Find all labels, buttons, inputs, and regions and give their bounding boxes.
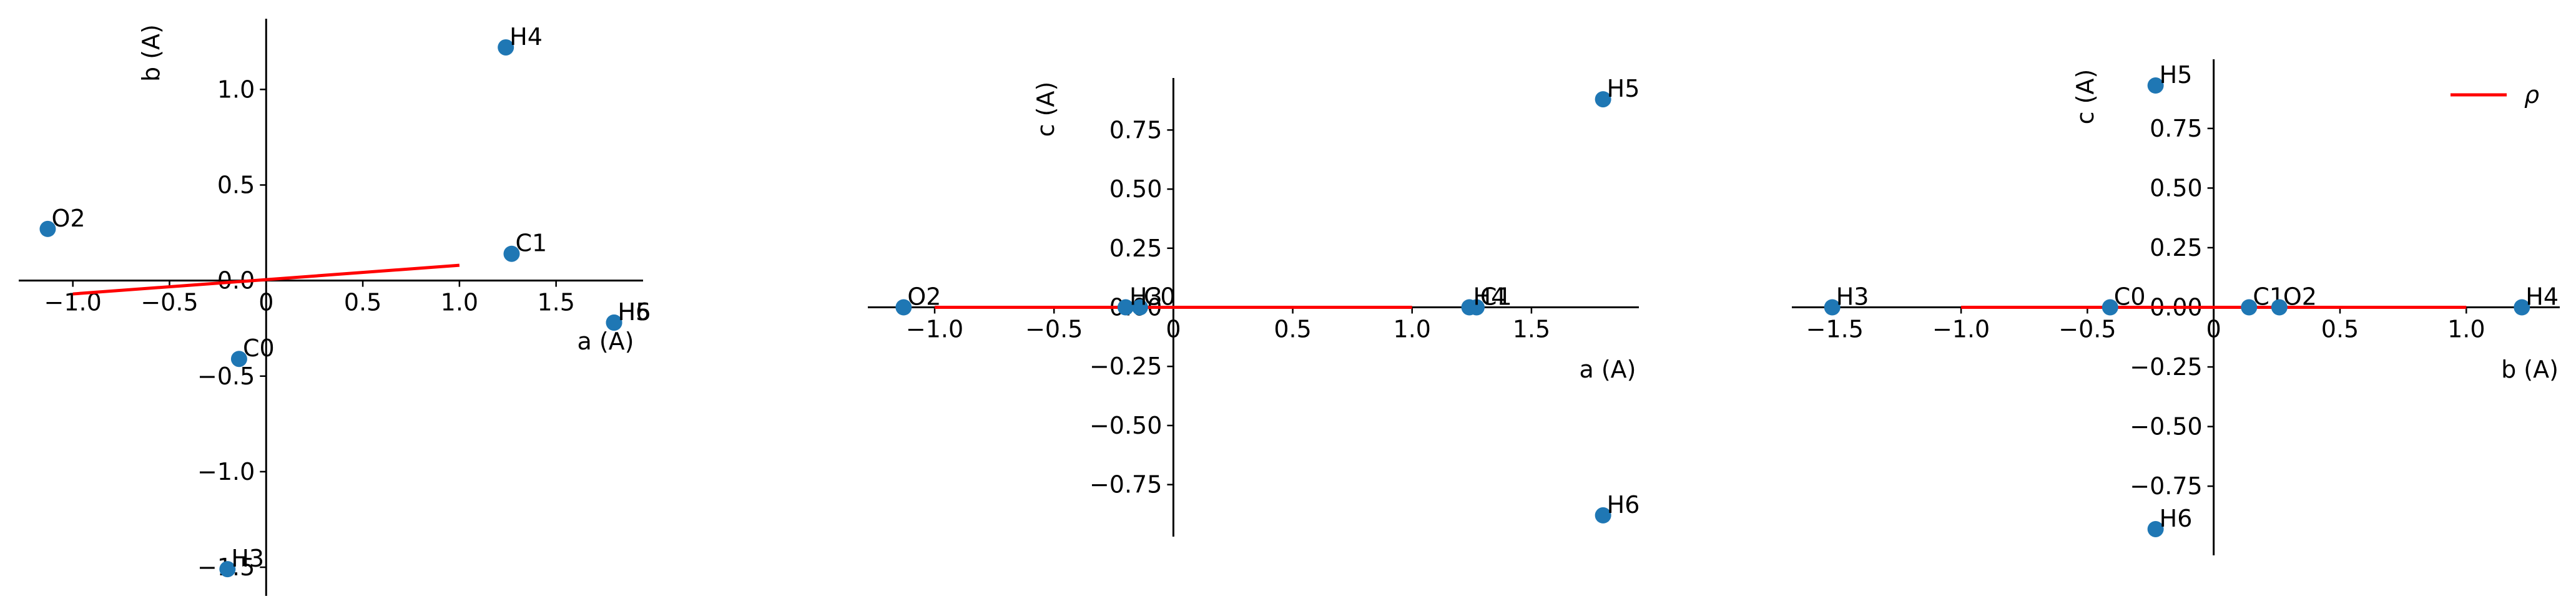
point-label: C1	[1480, 283, 1512, 311]
y-tick-label: −0.5	[197, 363, 255, 390]
y-tick-label: 0.50	[2150, 174, 2203, 202]
x-tick-label: 0.5	[1274, 316, 1311, 343]
subplot-3: −1.5 −1.0 −0.5 0 0.5 1.0−0.75−0.50−0.250.000.…	[1792, 59, 2560, 555]
y-tick-label: 0.5	[217, 171, 255, 198]
x-tick-label: −0.5	[140, 289, 198, 316]
data-point-h3	[1824, 299, 1841, 316]
point-label: O2	[907, 283, 941, 311]
point-label: H5	[1607, 75, 1640, 102]
data-point-h4	[1461, 299, 1478, 316]
y-axis-label: c (A)	[1032, 82, 1059, 137]
y-tick-label: 1.0	[217, 76, 255, 103]
data-point-h6	[2147, 520, 2164, 537]
y-axis-label: b (A)	[137, 24, 165, 82]
y-tick-label: −0.25	[2130, 353, 2202, 381]
data-point-o2	[895, 299, 912, 316]
y-tick-label: −0.50	[1089, 412, 1162, 439]
y-tick-label: −1.0	[197, 458, 255, 485]
point-label: C0	[243, 334, 275, 362]
data-point-o2	[39, 220, 56, 237]
point-label: O2	[2283, 283, 2317, 311]
y-tick-label: −0.50	[2130, 413, 2202, 441]
subplot-2: −1.0−0.500.51.01.5−0.75−0.50−0.250.000.2…	[868, 75, 1639, 537]
y-axis-label: c (A)	[2072, 69, 2099, 125]
x-tick-label: −1.0	[1932, 316, 1990, 343]
data-point-h4	[498, 39, 514, 56]
y-tick-label: −0.25	[1089, 353, 1162, 380]
data-point-h4	[2514, 299, 2530, 316]
y-tick-label: 0.25	[2150, 234, 2203, 261]
subplot-1: −1.0−0.500.51.01.5−1.5−1.0−0.50.00.51.0a…	[19, 19, 651, 596]
x-tick-label: 0	[1166, 316, 1181, 343]
data-point-o2	[2271, 299, 2288, 316]
x-axis-label: a (A)	[577, 328, 634, 355]
point-label: H6	[1607, 491, 1640, 519]
y-tick-label: −0.75	[1089, 471, 1162, 499]
rho-line	[72, 263, 460, 296]
x-tick-label: −1.0	[906, 316, 963, 343]
point-label: H5	[618, 298, 651, 326]
data-point-c0	[2102, 299, 2118, 316]
y-tick-label: −0.75	[2130, 472, 2202, 500]
point-label: O2	[51, 205, 85, 232]
point-label: H5	[2160, 61, 2193, 89]
point-label: H3	[1129, 283, 1163, 311]
data-point-h5	[1595, 91, 1611, 108]
point-label: H4	[509, 23, 543, 51]
x-tick-label: −1.5	[1806, 316, 1864, 343]
point-label: H6	[2160, 505, 2193, 532]
x-tick-label: 1.0	[1394, 316, 1431, 343]
point-label: C0	[1144, 283, 1176, 311]
x-tick-label: 0	[258, 289, 273, 316]
data-point-c0	[230, 351, 247, 368]
x-tick-label: 1.5	[537, 289, 574, 316]
x-tick-label: 1.0	[2447, 316, 2485, 343]
x-axis-label: a (A)	[1579, 356, 1636, 383]
x-tick-label: 0.5	[2321, 316, 2359, 343]
point-label: H3	[231, 545, 264, 572]
y-tick-label: 0.75	[1109, 116, 1163, 144]
x-tick-label: −0.5	[2058, 316, 2116, 343]
x-tick-label: 1.0	[441, 289, 478, 316]
point-label: H3	[1836, 283, 1869, 311]
point-label: H4	[1473, 283, 1507, 311]
data-point-h6	[1595, 507, 1611, 524]
point-label: H6	[618, 298, 651, 326]
y-tick-label: 0.50	[1109, 175, 1163, 203]
data-point-c1	[2241, 299, 2258, 316]
point-label: H4	[2525, 283, 2559, 311]
x-tick-label: 0	[2206, 316, 2221, 343]
x-tick-label: 0.5	[344, 289, 381, 316]
data-point-c1	[503, 245, 520, 262]
data-point-h6	[606, 314, 622, 331]
x-axis-label: b (A)	[2501, 356, 2559, 383]
point-label: C0	[2114, 283, 2146, 311]
x-tick-label: −0.5	[1025, 316, 1083, 343]
data-point-h3	[219, 561, 236, 578]
y-tick-label: 0.75	[2150, 115, 2203, 142]
data-point-c0	[1131, 299, 1148, 316]
data-point-h5	[2147, 77, 2164, 94]
legend-label: ρ	[2524, 81, 2539, 109]
data-point-h3	[1117, 299, 1134, 316]
x-tick-label: 1.5	[1513, 316, 1550, 343]
y-tick-label: 0.25	[1109, 235, 1163, 262]
point-label: C1	[515, 230, 547, 257]
